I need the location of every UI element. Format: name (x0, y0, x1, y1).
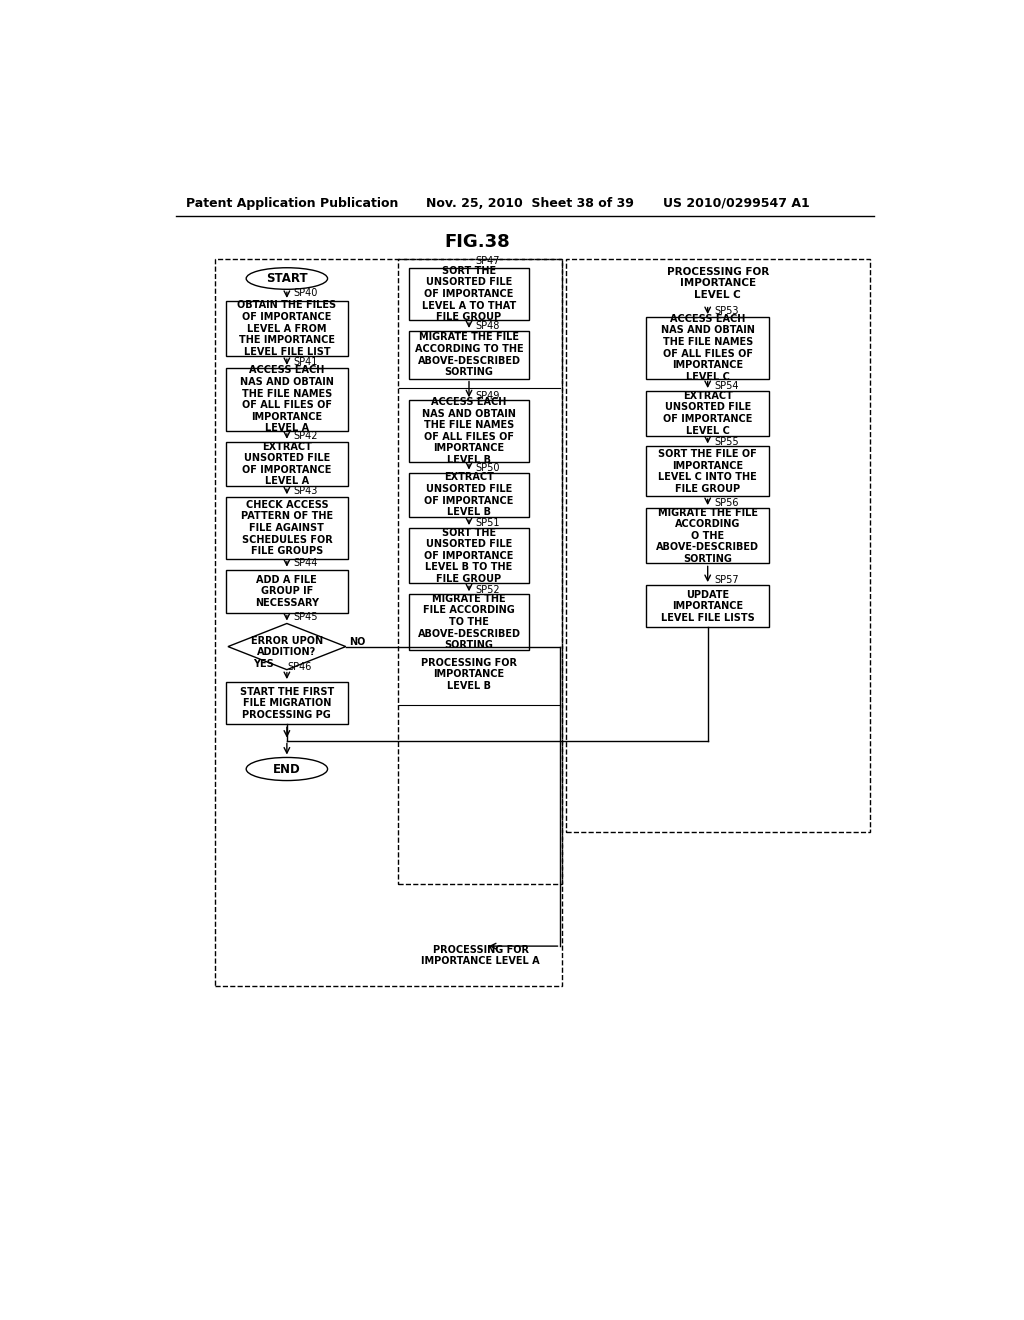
Text: SP42: SP42 (293, 430, 317, 441)
Text: FIG.38: FIG.38 (443, 232, 510, 251)
FancyBboxPatch shape (225, 498, 348, 558)
Text: NO: NO (349, 638, 366, 647)
Text: CHECK ACCESS
PATTERN OF THE
FILE AGAINST
SCHEDULES FOR
FILE GROUPS: CHECK ACCESS PATTERN OF THE FILE AGAINST… (241, 500, 333, 556)
Ellipse shape (246, 758, 328, 780)
FancyBboxPatch shape (225, 570, 348, 612)
Text: MIGRATE THE FILE
ACCORDING
O THE
ABOVE-DESCRIBED
SORTING: MIGRATE THE FILE ACCORDING O THE ABOVE-D… (656, 507, 759, 564)
Text: OBTAIN THE FILES
OF IMPORTANCE
LEVEL A FROM
THE IMPORTANCE
LEVEL FILE LIST: OBTAIN THE FILES OF IMPORTANCE LEVEL A F… (238, 301, 337, 356)
Text: PROCESSING FOR
IMPORTANCE LEVEL A: PROCESSING FOR IMPORTANCE LEVEL A (421, 945, 540, 966)
FancyBboxPatch shape (409, 473, 529, 517)
Text: SP41: SP41 (293, 356, 317, 367)
Text: EXTRACT
UNSORTED FILE
OF IMPORTANCE
LEVEL C: EXTRACT UNSORTED FILE OF IMPORTANCE LEVE… (663, 391, 753, 436)
Ellipse shape (246, 268, 328, 289)
Text: ADD A FILE
GROUP IF
NECESSARY: ADD A FILE GROUP IF NECESSARY (255, 574, 318, 607)
Polygon shape (228, 623, 346, 669)
Text: SORT THE
UNSORTED FILE
OF IMPORTANCE
LEVEL A TO THAT
FILE GROUP: SORT THE UNSORTED FILE OF IMPORTANCE LEV… (422, 265, 516, 322)
Text: YES: YES (253, 659, 273, 668)
FancyBboxPatch shape (409, 528, 529, 583)
FancyBboxPatch shape (225, 301, 348, 356)
Text: SP54: SP54 (714, 381, 738, 391)
Text: SP40: SP40 (293, 288, 317, 298)
Text: SP55: SP55 (714, 437, 738, 446)
Text: SP57: SP57 (714, 576, 738, 585)
Text: SP44: SP44 (293, 558, 317, 569)
FancyBboxPatch shape (409, 331, 529, 379)
Text: SP56: SP56 (714, 499, 738, 508)
Text: SP47: SP47 (475, 256, 500, 265)
Text: SP49: SP49 (475, 391, 500, 400)
FancyBboxPatch shape (646, 446, 769, 496)
Text: SP52: SP52 (475, 585, 500, 594)
Text: SP51: SP51 (475, 519, 500, 528)
Text: UPDATE
IMPORTANCE
LEVEL FILE LISTS: UPDATE IMPORTANCE LEVEL FILE LISTS (660, 590, 755, 623)
Text: ACCESS EACH
NAS AND OBTAIN
THE FILE NAMES
OF ALL FILES OF
IMPORTANCE
LEVEL B: ACCESS EACH NAS AND OBTAIN THE FILE NAME… (422, 397, 516, 465)
Text: SP48: SP48 (475, 321, 500, 331)
FancyBboxPatch shape (409, 594, 529, 649)
FancyBboxPatch shape (409, 268, 529, 321)
Text: PROCESSING FOR
IMPORTANCE
LEVEL C: PROCESSING FOR IMPORTANCE LEVEL C (667, 267, 769, 300)
FancyBboxPatch shape (646, 508, 769, 564)
Text: SP45: SP45 (293, 612, 317, 622)
FancyBboxPatch shape (646, 317, 769, 379)
Text: US 2010/0299547 A1: US 2010/0299547 A1 (663, 197, 810, 210)
FancyBboxPatch shape (646, 391, 769, 436)
Text: EXTRACT
UNSORTED FILE
OF IMPORTANCE
LEVEL A: EXTRACT UNSORTED FILE OF IMPORTANCE LEVE… (243, 442, 332, 487)
Text: SORT THE
UNSORTED FILE
OF IMPORTANCE
LEVEL B TO THE
FILE GROUP: SORT THE UNSORTED FILE OF IMPORTANCE LEV… (424, 528, 514, 583)
Text: ACCESS EACH
NAS AND OBTAIN
THE FILE NAMES
OF ALL FILES OF
IMPORTANCE
LEVEL A: ACCESS EACH NAS AND OBTAIN THE FILE NAME… (240, 366, 334, 433)
FancyBboxPatch shape (225, 368, 348, 430)
Text: START: START (266, 272, 307, 285)
Text: END: END (273, 763, 301, 776)
Text: SP46: SP46 (287, 661, 311, 672)
Text: PROCESSING FOR
IMPORTANCE
LEVEL B: PROCESSING FOR IMPORTANCE LEVEL B (421, 657, 517, 690)
Text: MIGRATE THE
FILE ACCORDING
TO THE
ABOVE-DESCRIBED
SORTING: MIGRATE THE FILE ACCORDING TO THE ABOVE-… (418, 594, 520, 651)
Text: EXTRACT
UNSORTED FILE
OF IMPORTANCE
LEVEL B: EXTRACT UNSORTED FILE OF IMPORTANCE LEVE… (424, 473, 514, 517)
Text: SP53: SP53 (714, 306, 738, 315)
Text: ACCESS EACH
NAS AND OBTAIN
THE FILE NAMES
OF ALL FILES OF
IMPORTANCE
LEVEL C: ACCESS EACH NAS AND OBTAIN THE FILE NAME… (660, 314, 755, 381)
Text: Patent Application Publication: Patent Application Publication (186, 197, 398, 210)
FancyBboxPatch shape (409, 400, 529, 462)
Text: SP50: SP50 (475, 463, 500, 473)
Text: SP43: SP43 (293, 486, 317, 496)
Text: ERROR UPON
ADDITION?: ERROR UPON ADDITION? (251, 636, 323, 657)
Text: START THE FIRST
FILE MIGRATION
PROCESSING PG: START THE FIRST FILE MIGRATION PROCESSIN… (240, 686, 334, 719)
FancyBboxPatch shape (646, 585, 769, 627)
Text: Nov. 25, 2010  Sheet 38 of 39: Nov. 25, 2010 Sheet 38 of 39 (426, 197, 634, 210)
Text: MIGRATE THE FILE
ACCORDING TO THE
ABOVE-DESCRIBED
SORTING: MIGRATE THE FILE ACCORDING TO THE ABOVE-… (415, 333, 523, 378)
FancyBboxPatch shape (225, 682, 348, 725)
Text: SORT THE FILE OF
IMPORTANCE
LEVEL C INTO THE
FILE GROUP: SORT THE FILE OF IMPORTANCE LEVEL C INTO… (658, 449, 757, 494)
FancyBboxPatch shape (225, 442, 348, 487)
